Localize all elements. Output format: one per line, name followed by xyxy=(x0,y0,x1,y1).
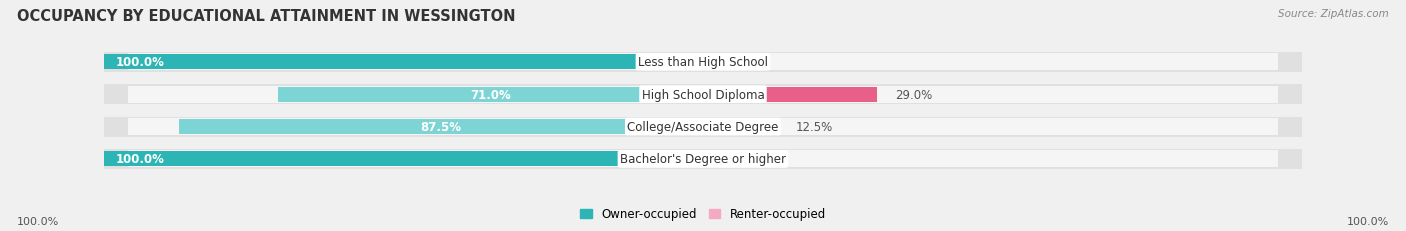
Text: 0.0%: 0.0% xyxy=(721,56,751,69)
Text: 100.0%: 100.0% xyxy=(117,56,165,69)
Bar xyxy=(179,119,703,134)
Text: 12.5%: 12.5% xyxy=(796,121,834,134)
Text: Bachelor's Degree or higher: Bachelor's Degree or higher xyxy=(620,153,786,166)
Bar xyxy=(703,119,778,134)
Bar xyxy=(104,85,1302,105)
Text: 0.0%: 0.0% xyxy=(721,153,751,166)
Bar xyxy=(278,87,703,102)
Text: High School Diploma: High School Diploma xyxy=(641,88,765,101)
Text: 87.5%: 87.5% xyxy=(420,121,461,134)
Text: 71.0%: 71.0% xyxy=(470,88,510,101)
Bar xyxy=(104,152,703,167)
Text: Source: ZipAtlas.com: Source: ZipAtlas.com xyxy=(1278,9,1389,19)
Text: 100.0%: 100.0% xyxy=(117,153,165,166)
Bar xyxy=(128,86,1278,103)
Text: 100.0%: 100.0% xyxy=(1347,216,1389,226)
Text: 29.0%: 29.0% xyxy=(894,88,932,101)
Bar xyxy=(703,87,877,102)
Bar xyxy=(128,119,1278,136)
Text: Less than High School: Less than High School xyxy=(638,56,768,69)
Text: 100.0%: 100.0% xyxy=(17,216,59,226)
Text: OCCUPANCY BY EDUCATIONAL ATTAINMENT IN WESSINGTON: OCCUPANCY BY EDUCATIONAL ATTAINMENT IN W… xyxy=(17,9,516,24)
Bar xyxy=(104,55,703,70)
Bar xyxy=(104,117,1302,137)
Text: College/Associate Degree: College/Associate Degree xyxy=(627,121,779,134)
Bar xyxy=(104,149,1302,169)
Bar xyxy=(128,54,1278,71)
Bar xyxy=(128,151,1278,168)
Bar xyxy=(104,52,1302,73)
Legend: Owner-occupied, Renter-occupied: Owner-occupied, Renter-occupied xyxy=(575,203,831,225)
